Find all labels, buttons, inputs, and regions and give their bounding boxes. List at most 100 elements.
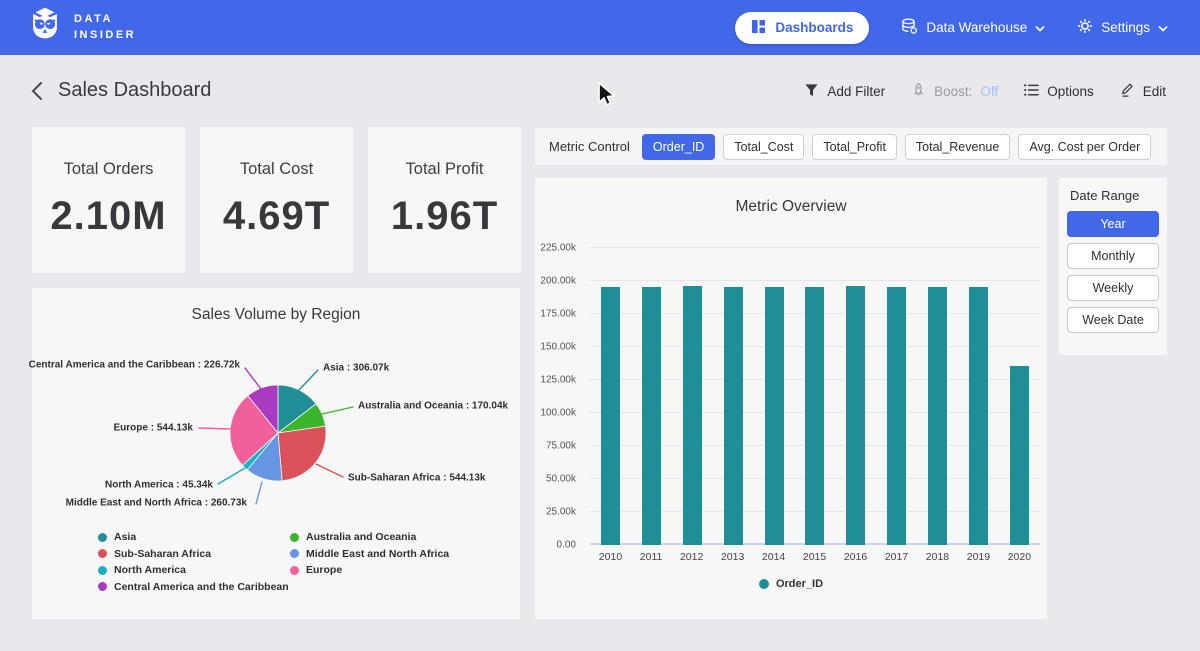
x-tick-label: 2010 bbox=[599, 551, 622, 563]
kpi-label: Total Orders bbox=[64, 160, 154, 179]
date-range-option-week-date[interactable]: Week Date bbox=[1067, 307, 1159, 333]
kpi-card-total-orders: Total Orders 2.10M bbox=[32, 127, 185, 273]
pie-slice-label-middle-east-and-north-africa: Middle East and North Africa : 260.73k bbox=[66, 498, 247, 509]
nav-dashboards-button[interactable]: Dashboards bbox=[735, 12, 869, 44]
database-icon bbox=[901, 18, 918, 38]
bar-2011 bbox=[642, 287, 661, 545]
rocket-icon bbox=[911, 82, 926, 101]
x-tick-label: 2014 bbox=[762, 551, 785, 563]
pie-label-line bbox=[199, 428, 230, 429]
chevron-down-icon bbox=[1158, 20, 1168, 35]
kpi-card-total-cost: Total Cost 4.69T bbox=[200, 127, 353, 273]
bar-2016 bbox=[846, 286, 865, 545]
brand-text: DATA INSIDER bbox=[74, 12, 136, 43]
pie-label-line bbox=[245, 368, 261, 389]
nav-settings-label: Settings bbox=[1101, 20, 1150, 35]
bar-2012 bbox=[683, 286, 702, 545]
x-tick-label: 2011 bbox=[640, 551, 663, 563]
edit-button[interactable]: Edit bbox=[1120, 82, 1166, 101]
metric-option-total-profit[interactable]: Total_Profit bbox=[812, 134, 897, 160]
boost-label: Boost: bbox=[934, 84, 972, 99]
nav-data-warehouse[interactable]: Data Warehouse bbox=[901, 18, 1045, 38]
add-filter-button[interactable]: Add Filter bbox=[804, 83, 885, 101]
pie-slice-sub-saharan-africa bbox=[278, 426, 326, 481]
boost-toggle[interactable]: Boost: Off bbox=[911, 82, 998, 101]
pie-chart-card: Sales Volume by Region AsiaSub-Saharan A… bbox=[32, 288, 520, 619]
pie-slice-label-australia-and-oceania: Australia and Oceania : 170.04k bbox=[358, 401, 508, 412]
bar-chart-card: Metric Overview 0.0025.00k50.00k75.00k10… bbox=[535, 178, 1047, 619]
bar-legend[interactable]: Order_ID bbox=[535, 578, 1047, 590]
bar-chart[interactable] bbox=[590, 248, 1040, 545]
y-tick-label: 225.00k bbox=[540, 243, 576, 254]
filter-icon bbox=[804, 83, 819, 101]
bar-2018 bbox=[928, 287, 947, 545]
kpi-label: Total Profit bbox=[406, 160, 484, 179]
pie-label-line bbox=[256, 482, 262, 504]
pie-label-line bbox=[218, 468, 245, 484]
navbar-menu: Dashboards Data Warehouse bbox=[735, 12, 1168, 44]
brand[interactable]: DATA INSIDER bbox=[26, 6, 136, 49]
top-navbar: DATA INSIDER Dashboards bbox=[0, 0, 1200, 55]
header-actions: Add Filter Boost: Off Options Edit bbox=[804, 82, 1166, 101]
y-tick-label: 125.00k bbox=[540, 375, 576, 386]
pie-label-line bbox=[322, 407, 353, 414]
pencil-icon bbox=[1120, 82, 1135, 101]
pie-svg[interactable] bbox=[32, 288, 520, 619]
x-tick-label: 2013 bbox=[721, 551, 744, 563]
y-tick-label: 0.00 bbox=[557, 540, 576, 551]
pie-label-line bbox=[316, 464, 343, 477]
bar-2019 bbox=[969, 287, 988, 545]
date-range-panel: Date Range Year Monthly Weekly Week Date bbox=[1059, 178, 1167, 355]
pie-slice-label-sub-saharan-africa: Sub-Saharan Africa : 544.13k bbox=[348, 473, 485, 484]
metric-options: Order_ID Total_Cost Total_Profit Total_Reve… bbox=[642, 134, 1151, 160]
kpi-value: 1.96T bbox=[391, 194, 498, 239]
back-button[interactable] bbox=[26, 81, 48, 103]
x-tick-label: 2019 bbox=[967, 551, 990, 563]
pie-label-line bbox=[299, 370, 318, 390]
metric-option-total-revenue[interactable]: Total_Revenue bbox=[905, 134, 1010, 160]
bar-2015 bbox=[805, 287, 824, 545]
kpi-label: Total Cost bbox=[240, 160, 313, 179]
nav-dashboards-label: Dashboards bbox=[775, 20, 853, 35]
pie-slice-label-central-america-and-the-caribbean: Central America and the Caribbean : 226.… bbox=[29, 360, 240, 371]
bar-2014 bbox=[765, 287, 784, 545]
nav-settings[interactable]: Settings bbox=[1077, 18, 1168, 37]
options-button[interactable]: Options bbox=[1024, 83, 1094, 100]
mouse-cursor bbox=[596, 81, 618, 113]
kpi-card-total-profit: Total Profit 1.96T bbox=[368, 127, 521, 273]
x-tick-label: 2012 bbox=[680, 551, 703, 563]
metric-control-label: Metric Control bbox=[549, 139, 630, 154]
x-tick-label: 2016 bbox=[844, 551, 867, 563]
y-tick-label: 100.00k bbox=[540, 408, 576, 419]
bar-2013 bbox=[724, 287, 743, 545]
bar-2017 bbox=[887, 287, 906, 545]
boost-value: Off bbox=[980, 84, 998, 99]
gear-icon bbox=[1077, 18, 1093, 37]
date-range-option-monthly[interactable]: Monthly bbox=[1067, 243, 1159, 269]
date-range-label: Date Range bbox=[1070, 188, 1159, 203]
x-tick-label: 2015 bbox=[803, 551, 826, 563]
bar-chart-title: Metric Overview bbox=[535, 178, 1047, 216]
options-label: Options bbox=[1047, 84, 1094, 99]
owl-logo-icon bbox=[26, 6, 64, 49]
bar-series bbox=[590, 248, 1040, 545]
y-tick-label: 175.00k bbox=[540, 309, 576, 320]
brand-line1: DATA bbox=[74, 12, 136, 27]
x-tick-label: 2017 bbox=[885, 551, 908, 563]
kpi-value: 4.69T bbox=[223, 194, 330, 239]
legend-dot bbox=[759, 579, 769, 589]
x-tick-label: 2018 bbox=[926, 551, 949, 563]
pie-slice-label-europe: Europe : 544.13k bbox=[114, 423, 193, 434]
add-filter-label: Add Filter bbox=[827, 84, 885, 99]
pie-slice-label-north-america: North America : 45.34k bbox=[105, 480, 213, 491]
edit-label: Edit bbox=[1143, 84, 1166, 99]
bar-2010 bbox=[601, 287, 620, 545]
dashboard-grid-icon bbox=[751, 19, 766, 37]
y-tick-label: 75.00k bbox=[546, 441, 576, 452]
metric-option-order-id[interactable]: Order_ID bbox=[642, 134, 715, 160]
metric-option-total-cost[interactable]: Total_Cost bbox=[723, 134, 804, 160]
metric-option-avg-cost-per-order[interactable]: Avg. Cost per Order bbox=[1018, 134, 1151, 160]
y-tick-label: 25.00k bbox=[546, 507, 576, 518]
date-range-option-weekly[interactable]: Weekly bbox=[1067, 275, 1159, 301]
date-range-option-year[interactable]: Year bbox=[1067, 211, 1159, 237]
